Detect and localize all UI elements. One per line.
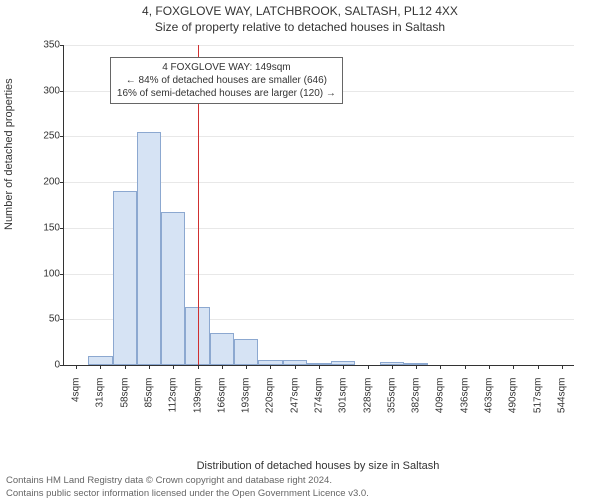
ytick-mark	[60, 91, 64, 92]
xtick-mark	[440, 365, 441, 369]
ytick-label: 300	[32, 85, 60, 96]
xtick-label: 463sqm	[484, 378, 495, 418]
xtick-label: 382sqm	[411, 378, 422, 418]
xtick-label: 517sqm	[532, 378, 543, 418]
histogram-bar	[161, 212, 185, 365]
xtick-label: 139sqm	[192, 378, 203, 418]
xtick-label: 166sqm	[216, 378, 227, 418]
xtick-label: 274sqm	[314, 378, 325, 418]
xtick-label: 544sqm	[556, 378, 567, 418]
annot-line2: ← 84% of detached houses are smaller (64…	[117, 74, 336, 87]
ytick-label: 200	[32, 177, 60, 188]
plot-area: 0501001502002503003504sqm31sqm58sqm85sqm…	[63, 45, 574, 366]
ytick-label: 100	[32, 268, 60, 279]
xtick-mark	[538, 365, 539, 369]
xtick-mark	[465, 365, 466, 369]
xtick-label: 301sqm	[338, 378, 349, 418]
xtick-mark	[173, 365, 174, 369]
xtick-label: 436sqm	[459, 378, 470, 418]
histogram-bar	[234, 339, 258, 365]
xtick-mark	[125, 365, 126, 369]
xtick-mark	[562, 365, 563, 369]
x-axis-label: Distribution of detached houses by size …	[63, 460, 573, 472]
xtick-label: 193sqm	[241, 378, 252, 418]
histogram-bar	[210, 333, 234, 365]
xtick-label: 58sqm	[119, 378, 130, 418]
xtick-mark	[149, 365, 150, 369]
ytick-mark	[60, 228, 64, 229]
ytick-mark	[60, 319, 64, 320]
xtick-mark	[368, 365, 369, 369]
xtick-label: 409sqm	[435, 378, 446, 418]
histogram-bar	[88, 356, 112, 365]
footer-attribution: Contains HM Land Registry data © Crown c…	[6, 475, 369, 500]
xtick-mark	[319, 365, 320, 369]
xtick-mark	[416, 365, 417, 369]
xtick-mark	[343, 365, 344, 369]
xtick-label: 4sqm	[71, 378, 82, 418]
ytick-mark	[60, 365, 64, 366]
ytick-mark	[60, 45, 64, 46]
chart-wrap: Number of detached properties 0501001502…	[25, 40, 585, 420]
histogram-bar	[113, 191, 137, 365]
xtick-label: 220sqm	[265, 378, 276, 418]
xtick-mark	[270, 365, 271, 369]
ytick-label: 250	[32, 131, 60, 142]
ytick-mark	[60, 274, 64, 275]
ytick-mark	[60, 136, 64, 137]
xtick-mark	[489, 365, 490, 369]
annotation-box: 4 FOXGLOVE WAY: 149sqm ← 84% of detached…	[110, 57, 343, 104]
title-sub: Size of property relative to detached ho…	[0, 20, 600, 34]
ytick-mark	[60, 182, 64, 183]
ytick-label: 0	[32, 360, 60, 371]
annot-line3: 16% of semi-detached houses are larger (…	[117, 87, 336, 100]
xtick-mark	[246, 365, 247, 369]
ytick-label: 50	[32, 314, 60, 325]
xtick-label: 355sqm	[386, 378, 397, 418]
xtick-label: 85sqm	[144, 378, 155, 418]
xtick-label: 112sqm	[168, 378, 179, 418]
xtick-mark	[76, 365, 77, 369]
annot-line1: 4 FOXGLOVE WAY: 149sqm	[117, 61, 336, 74]
ytick-label: 350	[32, 40, 60, 51]
xtick-label: 247sqm	[289, 378, 300, 418]
gridline	[64, 45, 574, 46]
histogram-bar	[137, 132, 161, 365]
xtick-mark	[513, 365, 514, 369]
ytick-label: 150	[32, 222, 60, 233]
footer-line1: Contains HM Land Registry data © Crown c…	[6, 475, 369, 487]
xtick-mark	[100, 365, 101, 369]
xtick-mark	[392, 365, 393, 369]
xtick-mark	[222, 365, 223, 369]
xtick-label: 328sqm	[362, 378, 373, 418]
footer-line2: Contains public sector information licen…	[6, 488, 369, 500]
xtick-label: 31sqm	[95, 378, 106, 418]
xtick-mark	[198, 365, 199, 369]
xtick-label: 490sqm	[508, 378, 519, 418]
xtick-mark	[295, 365, 296, 369]
y-axis-label: Number of detached properties	[3, 78, 15, 230]
title-main: 4, FOXGLOVE WAY, LATCHBROOK, SALTASH, PL…	[0, 4, 600, 18]
